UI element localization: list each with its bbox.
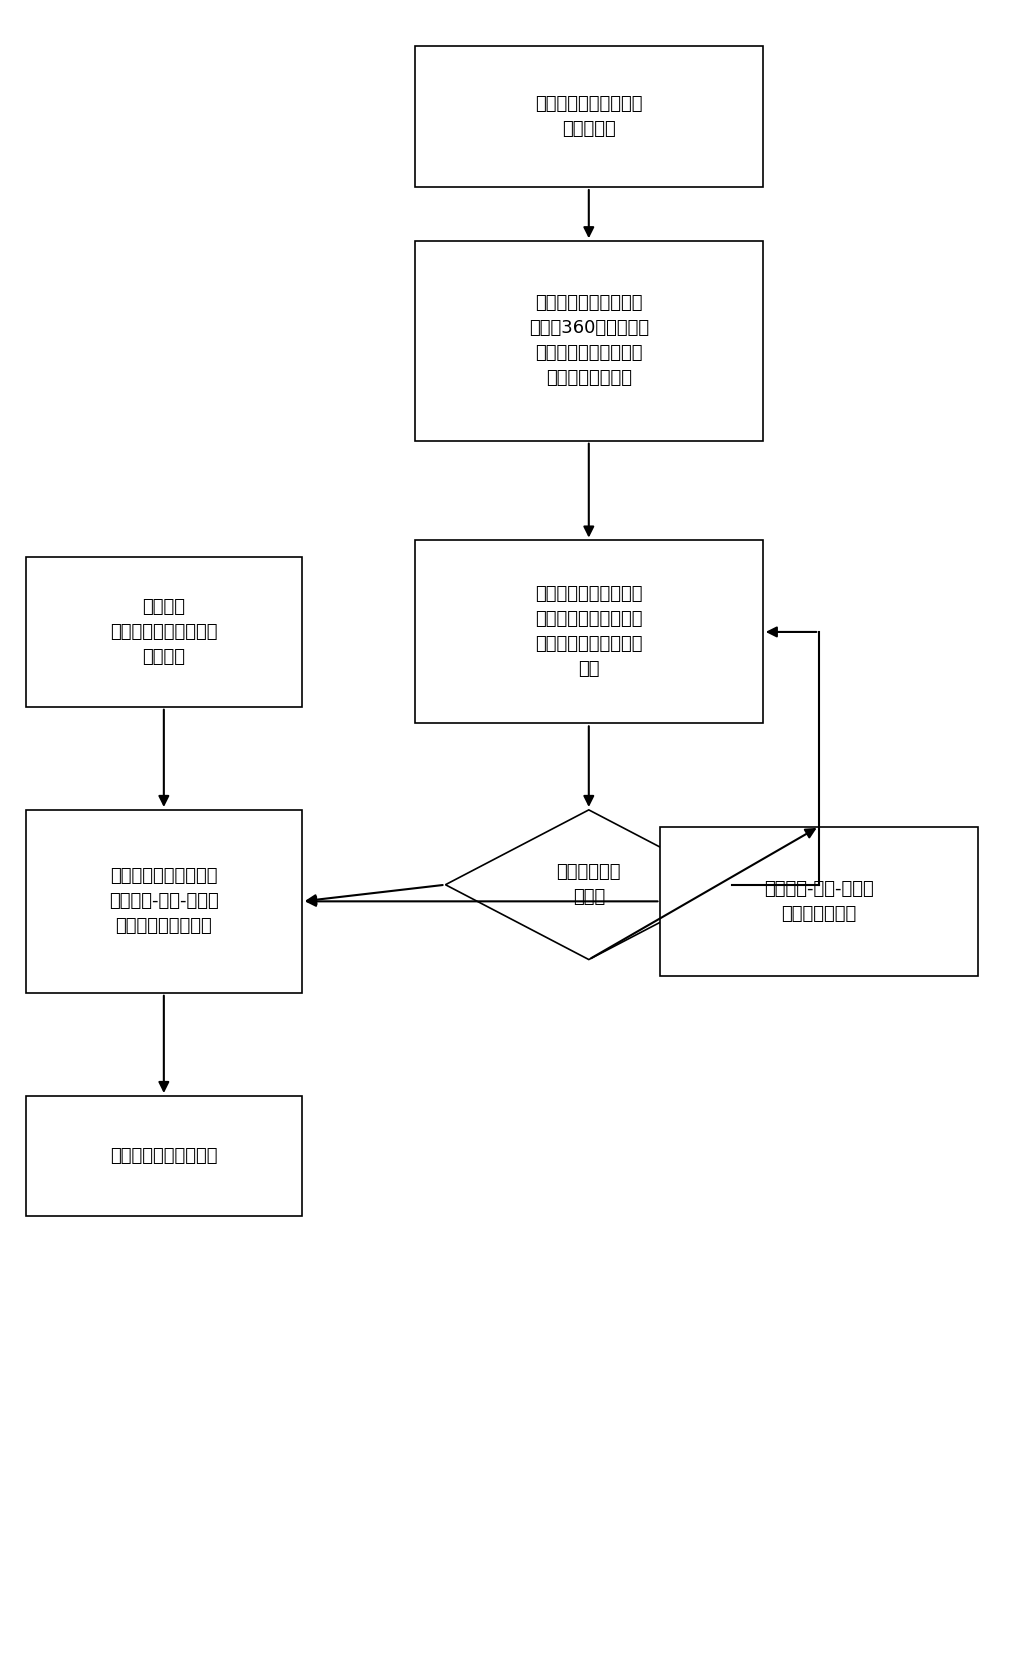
Bar: [26, 810, 302, 993]
Text: 生成俯仰-距离-方位映
射标定数据矩阵: 生成俯仰-距离-方位映 射标定数据矩阵: [764, 880, 874, 923]
Text: 光电探测
输出伺服设备的方位和
俯仰数据: 光电探测 输出伺服设备的方位和 俯仰数据: [111, 599, 217, 665]
Text: 根据方位和俯仰数据，
通过俯仰-距离-方位映
射标定数据矩阵计算: 根据方位和俯仰数据， 通过俯仰-距离-方位映 射标定数据矩阵计算: [109, 868, 219, 935]
Text: 输出观测地点的距离值: 输出观测地点的距离值: [111, 1147, 217, 1164]
Bar: [26, 1096, 302, 1216]
Text: 所有矩阵点标
定完成: 所有矩阵点标 定完成: [557, 863, 621, 906]
Bar: [415, 45, 763, 188]
Bar: [26, 557, 302, 707]
Text: 在地图上标注光电转台
安装位置点: 在地图上标注光电转台 安装位置点: [536, 95, 642, 138]
Text: 根据地面遥感影像图上
的地物特征，用光电视
频找到并对准每一个矩
阵点: 根据地面遥感影像图上 的地物特征，用光电视 频找到并对准每一个矩 阵点: [536, 585, 642, 679]
Bar: [415, 241, 763, 441]
Polygon shape: [445, 810, 732, 960]
Bar: [660, 827, 978, 976]
Bar: [415, 540, 763, 723]
Text: 根据光电转台安装位置
点生成360度等分的方
位距离数据矩阵点，并
在地图上标示出来: 根据光电转台安装位置 点生成360度等分的方 位距离数据矩阵点，并 在地图上标示…: [528, 294, 649, 387]
